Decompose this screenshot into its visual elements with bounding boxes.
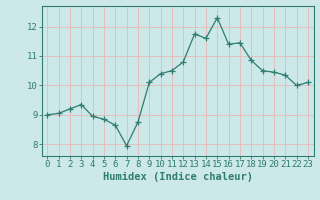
X-axis label: Humidex (Indice chaleur): Humidex (Indice chaleur) (103, 172, 252, 182)
